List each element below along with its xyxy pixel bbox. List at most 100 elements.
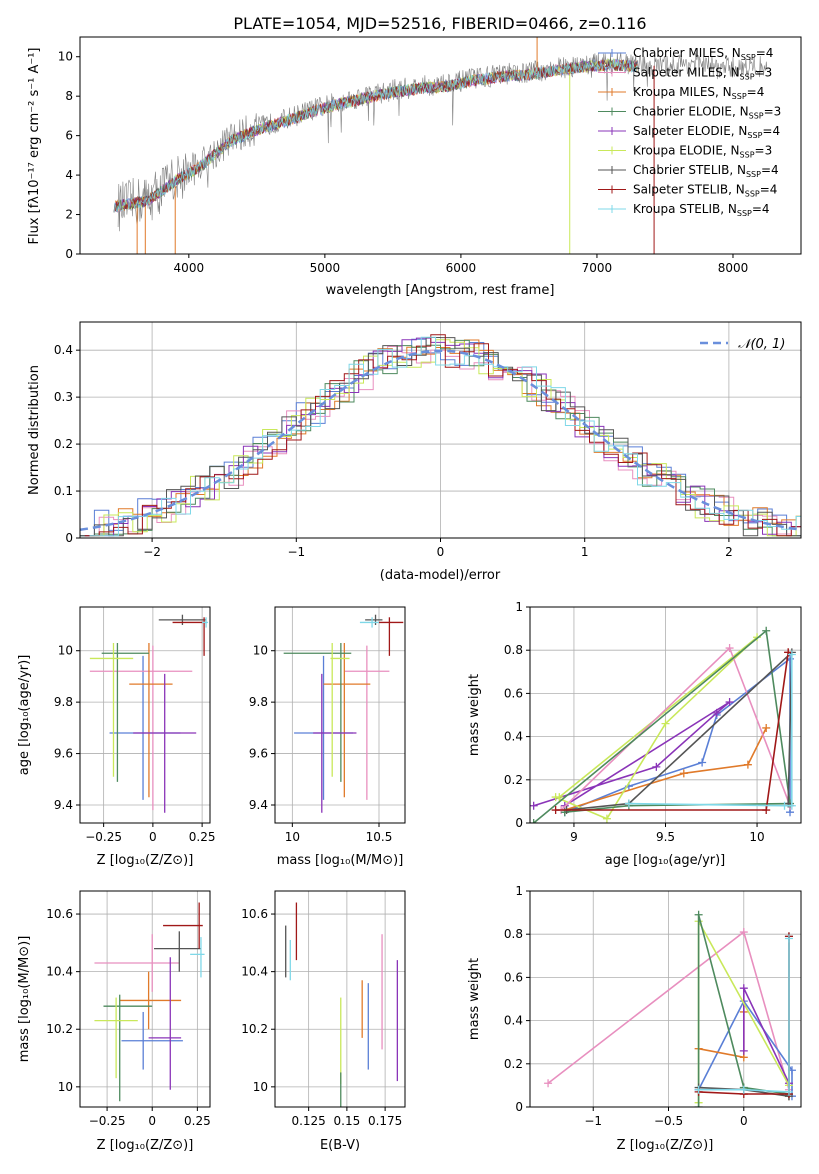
age-weight-panel: 9 9.5 10 0 0.2 0.4 0.6 0.8 1 age [log₁₀(age/yr)]… bbox=[467, 600, 802, 868]
z-age-frame bbox=[79, 606, 211, 824]
legend-label: Chabrier MILES, NSSP=4 bbox=[633, 46, 773, 62]
weight-marker bbox=[530, 819, 538, 823]
residual-ylabel: Normed distribution bbox=[27, 365, 42, 495]
ebv-mass-panel: 0.125 0.15 0.175 10 10.2 10.4 10.6 E(B-V) bbox=[241, 890, 406, 1153]
mass-age-point-green bbox=[283, 643, 352, 782]
age-weight-ylabel: mass weight bbox=[467, 674, 482, 756]
weight-marker bbox=[602, 814, 611, 823]
z-mass-point-blue bbox=[121, 1011, 183, 1070]
residual-ytick-label: 0.3 bbox=[54, 390, 73, 404]
weight-marker bbox=[661, 719, 670, 728]
z-age-panel: −0.25 0 0.25 9.4 9.6 9.8 10 Z [log₁₀(Z/Z⊙)] ag… bbox=[17, 606, 215, 868]
spectrum-series bbox=[113, 37, 768, 254]
ebv-mass-ytick-label: 10.2 bbox=[241, 1022, 268, 1036]
weight-marker bbox=[555, 793, 564, 802]
z-mass-point-red bbox=[163, 902, 203, 949]
legend-label: Kroupa MILES, NSSP=4 bbox=[633, 85, 764, 101]
weight-marker bbox=[544, 1079, 553, 1088]
legend-entry: Salpeter ELODIE, NSSP=4 bbox=[598, 124, 780, 140]
z-weight-ytick-label: 0.2 bbox=[504, 1057, 523, 1071]
weight-marker bbox=[780, 801, 789, 810]
mass-age-point-red bbox=[379, 617, 404, 656]
z-mass-xtick-label: −0.25 bbox=[89, 1114, 126, 1128]
residual-xtick-label: −1 bbox=[287, 545, 305, 559]
age-weight-series bbox=[530, 626, 796, 823]
z-age-ytick-label: 10 bbox=[58, 644, 73, 658]
residual-xtick-label: 0 bbox=[437, 545, 445, 559]
z-mass-ytick-label: 10 bbox=[58, 1080, 73, 1094]
residual-hist-blue bbox=[80, 338, 801, 537]
weight-marker bbox=[762, 723, 771, 732]
legend-label: Salpeter ELODIE, NSSP=4 bbox=[633, 124, 780, 140]
residual-panel: −2 −1 0 1 2 0 0.1 0.2 0.3 0.4 𝒩(0, 1) (data-model… bbox=[27, 321, 802, 583]
z-age-point-cyan bbox=[202, 617, 209, 628]
weight-line bbox=[698, 938, 790, 1093]
z-mass-point-green bbox=[103, 994, 153, 1102]
weight-marker bbox=[530, 801, 538, 810]
legend-entry: Chabrier STELIB, NSSP=4 bbox=[598, 163, 779, 179]
weight-line bbox=[566, 650, 793, 811]
model-fit-orange bbox=[113, 58, 638, 213]
weight-marker bbox=[551, 806, 560, 815]
z-age-point-pink bbox=[89, 645, 193, 811]
weight-marker bbox=[739, 1085, 748, 1094]
ebv-mass-xtick-label: 0.175 bbox=[368, 1114, 402, 1128]
weight-marker bbox=[694, 1103, 703, 1107]
z-age-point-yellow bbox=[89, 643, 134, 777]
residual-ytick-label: 0 bbox=[65, 531, 73, 545]
age-weight-xlabel: age [log₁₀(age/yr)] bbox=[605, 853, 726, 868]
weight-marker bbox=[787, 650, 796, 659]
mass-age-point-purple bbox=[313, 673, 357, 813]
model-fit-green bbox=[113, 57, 638, 213]
weight-marker bbox=[739, 984, 748, 993]
z-weight-grid bbox=[530, 890, 801, 1108]
weight-marker bbox=[624, 799, 633, 808]
gaussian-legend-label: 𝒩(0, 1) bbox=[738, 337, 785, 352]
residual-xtick-label: 2 bbox=[725, 545, 733, 559]
residual-ticks: −2 −1 0 1 2 0 0.1 0.2 0.3 0.4 bbox=[54, 343, 733, 559]
z-mass-frame bbox=[79, 890, 211, 1108]
z-mass-point-pink bbox=[94, 934, 180, 992]
mass-age-xlabel: mass [log₁₀(M/M⊙)] bbox=[277, 853, 404, 868]
residual-xtick-label: −2 bbox=[143, 545, 161, 559]
z-age-xtick-label: 0 bbox=[149, 830, 157, 844]
ebv-mass-series bbox=[285, 902, 399, 1107]
legend-label: Salpeter STELIB, NSSP=4 bbox=[633, 183, 777, 199]
age-weight-ytick-label: 0 bbox=[515, 816, 523, 830]
spectrum-xtick-label: 4000 bbox=[174, 261, 205, 275]
mass-age-ytick-label: 9.4 bbox=[249, 798, 268, 812]
model-fit-gray bbox=[113, 58, 638, 213]
age-weight-series-green bbox=[530, 626, 795, 823]
spectrum-ytick-label: 6 bbox=[65, 129, 73, 143]
z-mass-series bbox=[94, 902, 205, 1102]
age-weight-xtick-label: 9.5 bbox=[656, 830, 675, 844]
weight-marker bbox=[784, 934, 793, 943]
z-weight-xtick-label: −0.5 bbox=[654, 1114, 683, 1128]
weight-marker bbox=[725, 698, 734, 707]
z-weight-ytick-label: 0.6 bbox=[504, 970, 523, 984]
age-weight-ytick-label: 0.6 bbox=[504, 686, 523, 700]
spectrum-xlabel: wavelength [Angstrom, rest frame] bbox=[326, 283, 555, 298]
figure-title: PLATE=1054, MJD=52516, FIBERID=0466, z=0… bbox=[233, 14, 646, 33]
z-age-xtick-label: −0.25 bbox=[85, 830, 122, 844]
z-age-point-blue bbox=[109, 655, 181, 800]
age-weight-ytick-label: 1 bbox=[515, 600, 523, 614]
legend-label: Chabrier STELIB, NSSP=4 bbox=[633, 163, 779, 179]
spectrum-xtick-label: 6000 bbox=[446, 261, 477, 275]
weight-marker bbox=[725, 644, 734, 653]
model-fit-red bbox=[113, 59, 638, 213]
model-fit-purple bbox=[113, 58, 638, 213]
spectrum-ylabel: Flux [fλ10⁻¹⁷ erg cm⁻² s⁻¹ A⁻¹] bbox=[27, 48, 42, 245]
z-age-point-gray bbox=[158, 614, 207, 625]
spectrum-panel: 4000 5000 6000 7000 8000 0 2 4 6 8 10 Chabrier MIL… bbox=[27, 36, 802, 298]
age-weight-ytick-label: 0.4 bbox=[504, 730, 523, 744]
model-fit-yellow bbox=[113, 58, 638, 213]
mass-age-point-cyan bbox=[359, 617, 379, 628]
residual-hist-red bbox=[84, 334, 801, 537]
age-weight-ticks: 9 9.5 10 0 0.2 0.4 0.6 0.8 1 bbox=[504, 600, 765, 844]
z-mass-ticks: −0.25 0 0.25 10 10.2 10.4 10.6 bbox=[46, 907, 210, 1128]
ebv-mass-ytick-label: 10 bbox=[253, 1080, 268, 1094]
legend-entry: Salpeter MILES, NSSP=3 bbox=[598, 66, 772, 82]
spectrum-ytick-label: 8 bbox=[65, 89, 73, 103]
